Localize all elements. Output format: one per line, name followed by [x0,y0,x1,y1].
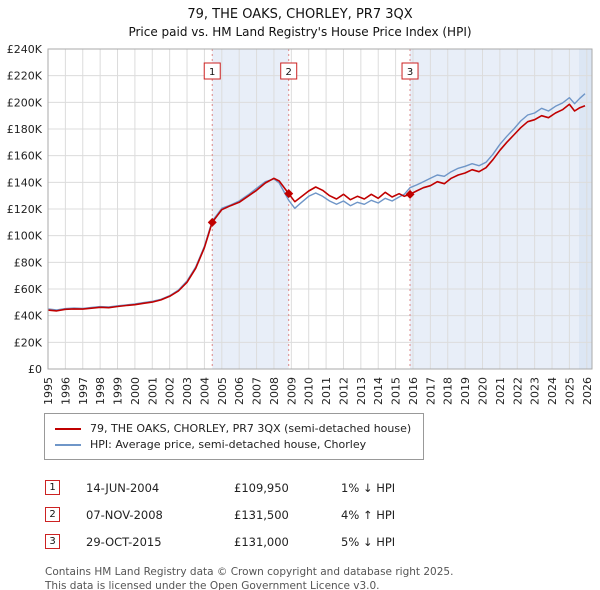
x-axis-label: 2001 [146,377,159,405]
plot-border [47,48,593,370]
price-paid-line-swatch [55,427,81,430]
x-axis-label: 2025 [563,377,576,405]
transaction-hpi-delta: 5% ↓ HPI [341,534,396,549]
sale-point-marker [207,217,217,227]
x-axis-label: 2014 [372,377,385,405]
y-axis-label: £120K [7,203,43,216]
y-axis-label: £100K [7,230,43,243]
purchase-marker-number: 1 [209,67,215,78]
y-axis-label: £240K [7,43,43,56]
x-axis-label: 2010 [303,377,316,405]
y-axis-label: £80K [14,256,43,269]
chart-title: 79, THE OAKS, CHORLEY, PR7 3QX [187,7,413,22]
transaction-number-badge: 2 [45,507,60,522]
transaction-table: 1 14-JUN-2004 £109,950 1% ↓ HPI 2 07-NOV… [45,474,600,555]
transaction-price: £131,000 [234,534,289,549]
transaction-hpi-delta: 4% ↑ HPI [341,507,396,522]
sale-point-marker [405,189,415,199]
hpi-line-swatch [55,443,81,446]
x-axis-label: 2022 [511,377,524,405]
y-axis-label: £200K [7,96,43,109]
table-row: 1 14-JUN-2004 £109,950 1% ↓ HPI [45,474,600,501]
x-axis-label: 1999 [112,377,125,405]
x-axis-label: 2009 [285,377,298,405]
x-axis-label: 2012 [337,377,350,405]
x-axis-label: 2008 [268,377,281,405]
legend-item-price-paid: 79, THE OAKS, CHORLEY, PR7 3QX (semi-det… [55,422,411,435]
purchase-marker-box [203,62,221,80]
copyright-notice: Contains HM Land Registry data © Crown c… [45,565,600,590]
copyright-line-1: Contains HM Land Registry data © Crown c… [45,566,454,578]
chart-subtitle: Price paid vs. HM Land Registry's House … [128,25,472,39]
y-axis-label: £40K [14,310,43,323]
y-axis-label: £0 [28,363,42,376]
x-axis-label: 2003 [181,377,194,405]
y-axis-label: £140K [7,176,43,189]
legend-item-hpi: HPI: Average price, semi-detached house,… [55,438,411,451]
x-axis-label: 1998 [94,377,107,405]
x-axis-label: 2005 [216,377,229,405]
transaction-number-badge: 1 [45,480,60,495]
transaction-price: £131,500 [234,507,289,522]
x-axis-label: 2021 [494,377,507,405]
purchase-marker-number: 3 [407,67,413,78]
x-axis-label: 2018 [442,377,455,405]
x-axis-label: 1995 [42,377,55,405]
copyright-line-2: This data is licensed under the Open Gov… [45,580,380,590]
purchase-marker-number: 2 [286,67,292,78]
transaction-date: 14-JUN-2004 [86,480,160,495]
transaction-price: £109,950 [234,480,289,495]
legend: 79, THE OAKS, CHORLEY, PR7 3QX (semi-det… [44,413,425,460]
x-axis-label: 2007 [251,377,264,405]
x-axis-label: 1997 [77,377,90,405]
x-axis-label: 2002 [164,377,177,405]
x-axis-label: 1996 [59,377,72,405]
x-axis-label: 2016 [407,377,420,405]
table-row: 3 29-OCT-2015 £131,000 5% ↓ HPI [45,528,600,555]
x-axis-label: 2015 [390,377,403,405]
transaction-date: 07-NOV-2008 [86,507,163,522]
x-axis-label: 2017 [424,377,437,405]
purchase-marker-box [401,62,419,80]
page: 79, THE OAKS, CHORLEY, PR7 3QX Price pai… [0,7,600,590]
x-axis-label: 2024 [546,377,559,405]
transaction-hpi-delta: 1% ↓ HPI [341,480,396,495]
price-history-chart: £0 £20K £40K £60K £80K £100K £120K £140K £160K £1… [7,43,594,405]
x-axis-label: 2011 [320,377,333,405]
transaction-number-badge: 3 [45,534,60,549]
x-axis-label: 2013 [355,377,368,405]
table-row: 2 07-NOV-2008 £131,500 4% ↑ HPI [45,501,600,528]
sale-point-marker [284,189,294,199]
y-axis-label: £20K [14,336,43,349]
x-axis-label: 2023 [529,377,542,405]
purchase-marker-box [280,62,298,80]
y-axis-label: £180K [7,123,43,136]
legend-label-price-paid: 79, THE OAKS, CHORLEY, PR7 3QX (semi-det… [90,422,412,435]
y-axis-label: £160K [7,150,43,163]
x-axis-label: 2019 [459,377,472,405]
price-paid-line [47,103,586,312]
x-axis-label: 2000 [129,377,142,405]
transaction-date: 29-OCT-2015 [86,534,162,549]
x-axis-label: 2004 [198,377,211,405]
x-axis-label: 2026 [581,377,594,405]
x-axis-label: 2020 [477,377,490,405]
y-axis-label: £60K [14,283,43,296]
x-axis-label: 2006 [233,377,246,405]
y-axis-label: £220K [7,70,43,83]
legend-label-hpi: HPI: Average price, semi-detached house,… [90,438,367,451]
